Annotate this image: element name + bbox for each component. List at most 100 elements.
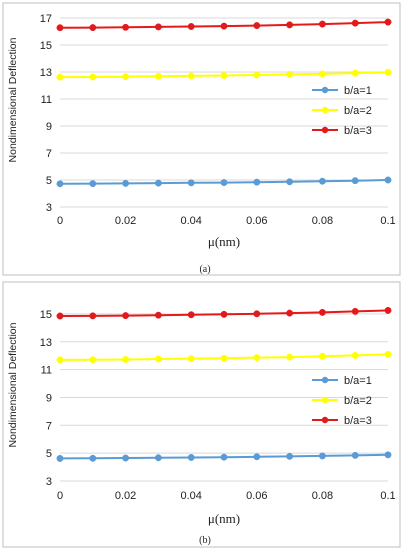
panel-a-series-2-point xyxy=(384,68,392,76)
panel-b-legend-label-2: b/a=2 xyxy=(344,395,372,407)
panel-a-series-1-point xyxy=(253,178,261,186)
panel-a-series-3-point xyxy=(286,21,294,29)
panel-b-legend-label-3: b/a=3 xyxy=(344,415,372,427)
panel-b-xtick-label: 0.04 xyxy=(180,490,201,502)
panel-b-series-1-point xyxy=(154,454,162,462)
panel-a-legend-marker-1 xyxy=(321,86,329,94)
panel-b-xtick-label: 0 xyxy=(57,490,63,502)
panel-a-ytick-label: 11 xyxy=(41,94,52,106)
panel-b-series-3-point xyxy=(351,307,359,315)
panel-a-legend-label-3: b/a=3 xyxy=(344,125,372,137)
panel-a-ytick-label: 13 xyxy=(40,67,52,79)
panel-b-series-3-point xyxy=(154,311,162,319)
panel-b-xtick-label: 0.08 xyxy=(312,490,333,502)
panel-a-series-1-point xyxy=(122,179,130,187)
panel-a-xtick-label: 0 xyxy=(57,215,63,227)
panel-a-series-3-point xyxy=(187,23,195,30)
panel-a-legend-label-1: b/a=1 xyxy=(344,85,372,97)
panel-a-series-3-point xyxy=(220,22,228,30)
panel-b-series-1-point xyxy=(122,454,130,462)
panel-b-legend-marker-2 xyxy=(321,396,329,404)
panel-b-ytick-label: 15 xyxy=(40,309,52,321)
panel-a-series-2-point xyxy=(318,70,326,78)
panel-a-series-3-point xyxy=(318,20,326,28)
panel-a-frame xyxy=(2,2,401,276)
panel-b-series-1-point xyxy=(56,454,64,462)
panel-b-ytick-label: 9 xyxy=(46,392,52,404)
panel-b-series-3-point xyxy=(253,310,261,318)
panel-b-series-1-point xyxy=(286,452,294,460)
panel-b-legend-label-1: b/a=1 xyxy=(344,375,372,387)
panel-a-plot: 3 5 7 9 11 13 15 17 0 0.02 0.04 0.06 0.08 0.1 b/a=1 b/a… xyxy=(40,13,396,227)
panel-a-ytick-label: 7 xyxy=(46,148,52,160)
panel-a-series-2-point xyxy=(220,72,228,79)
panel-a-series-1-point xyxy=(187,179,195,187)
panel-a-series-3-point xyxy=(154,23,162,31)
panel-a-series-2-point xyxy=(89,73,97,81)
panel-b-xtick-label: 0.06 xyxy=(246,490,267,502)
panel-a-ylabel: Nondimensional Deflection xyxy=(7,37,19,162)
panel-b-series-1-point xyxy=(89,454,97,462)
panel-b-series-3-point xyxy=(318,308,326,316)
panel-b-series-1-point xyxy=(187,454,195,461)
panel-a-xtick-label: 0.04 xyxy=(180,215,201,227)
panel-a-xtick-label: 0.02 xyxy=(115,215,136,227)
panel-a-series-1-point xyxy=(286,178,294,186)
panel-a-series-2-point xyxy=(286,70,294,78)
panel-b-legend-marker-3 xyxy=(321,416,329,424)
panel-a-series-2-point xyxy=(253,71,261,79)
panel-a-series-1-point xyxy=(351,177,359,185)
panel-b-xlabel: μ(nm) xyxy=(208,511,240,526)
panel-b-series-3-point xyxy=(187,311,195,319)
panel-b-series-2-point xyxy=(89,356,97,364)
panel-b-series-3-point xyxy=(122,312,130,320)
panel-b-plot: 3 5 7 9 11 13 15 0 0.02 0.04 0.06 0.08 0.1 b/a=1 b/a=2… xyxy=(40,306,396,502)
panel-a-legend-marker-2 xyxy=(321,106,329,114)
panel-a-ytick-label: 15 xyxy=(40,40,52,52)
panel-b-series-3-point xyxy=(220,310,228,318)
panel-b-frame xyxy=(2,281,401,548)
panel-b-series-2-point xyxy=(384,350,392,358)
panel-b-series-2-point xyxy=(351,351,359,359)
panel-b-ytick-label: 11 xyxy=(41,365,52,377)
panel-b-series-1-point xyxy=(351,451,359,459)
panel-a-series-3-point xyxy=(122,23,130,31)
panel-b-series-2-point xyxy=(122,356,130,363)
panel-b-series-3-point xyxy=(384,306,392,314)
panel-b-xtick-label: 0.02 xyxy=(115,490,136,502)
panel-a-ytick-label: 17 xyxy=(40,13,52,25)
panel-a-series-2-point xyxy=(187,72,195,80)
panel-a-series-1-point xyxy=(89,180,97,188)
panel-a-xlabel: μ(nm) xyxy=(208,234,240,249)
panel-a-xtick-label: 0.1 xyxy=(380,215,395,227)
panel-b-series-3-point xyxy=(286,309,294,317)
panel-a-series-1-point xyxy=(154,179,162,187)
panel-b-series-1-point xyxy=(318,452,326,460)
panel-a-xtick-label: 0.08 xyxy=(312,215,333,227)
panel-a-series-3-point xyxy=(351,19,359,27)
panel-a-series-3-point xyxy=(253,22,261,30)
panel-a-series-1-point xyxy=(384,176,392,184)
panel-a-legend-marker-3 xyxy=(321,126,329,134)
panel-b-ytick-label: 3 xyxy=(46,476,52,488)
panel-a-series-1-point xyxy=(220,179,228,187)
panel-b-series-3-point xyxy=(89,312,97,320)
panel-b-ytick-label: 7 xyxy=(46,420,52,432)
panel-b-ylabel: Nondimensional Deflection xyxy=(7,322,19,447)
panel-a-series-3-point xyxy=(384,18,392,26)
panel-a-series-2-point xyxy=(56,73,64,81)
panel-b-label: (b) xyxy=(199,535,211,546)
panel-b-legend-marker-1 xyxy=(321,376,329,384)
panel-b-series-1-point xyxy=(384,451,392,459)
panel-a-xtick-label: 0.06 xyxy=(246,215,267,227)
panel-b-ytick-label: 13 xyxy=(40,337,52,349)
panel-a-series-1-point xyxy=(318,177,326,185)
panel-a-series-2-point xyxy=(122,73,130,81)
panel-b-series-2-point xyxy=(286,353,294,361)
panel-a-series-3-point xyxy=(56,24,64,32)
panel-b-xtick-label: 0.1 xyxy=(380,490,395,502)
panel-a-series-1-point xyxy=(56,180,64,188)
panel-a: 3 5 7 9 11 13 15 17 0 0.02 0.04 0.06 0.08 0.1 b/a=1 b/a… xyxy=(2,2,401,276)
panel-b-series-2-point xyxy=(318,352,326,360)
